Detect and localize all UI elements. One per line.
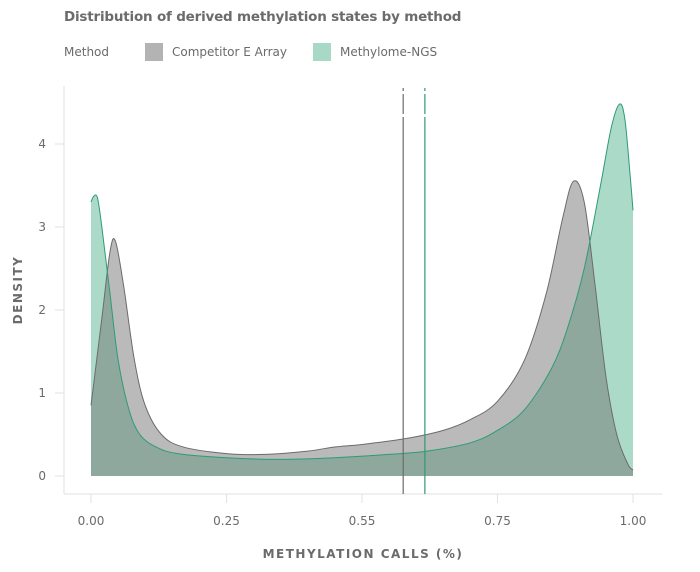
legend-label: Methylome-NGS — [339, 45, 438, 59]
area-competitor-e-array — [91, 180, 633, 476]
area-overlap — [91, 180, 633, 476]
legend-item-competitor-e-array[interactable]: Competitor E Array — [145, 43, 287, 61]
outline-methylome-ngs — [90, 103, 634, 460]
x-tick-label: 1.00 — [620, 514, 647, 528]
x-tick-label: 0.75 — [484, 514, 511, 528]
legend-label: Competitor E Array — [172, 45, 287, 59]
x-tick-label: 0.25 — [213, 514, 240, 528]
y-axis-title: DENSITY — [11, 256, 25, 325]
density-areas — [90, 103, 634, 476]
y-tick-label: 0 — [38, 469, 46, 483]
x-tick-label: 0.00 — [78, 514, 105, 528]
legend-swatch-gray — [145, 43, 164, 61]
x-tick-label: 0.55 — [349, 514, 376, 528]
outline-competitor-e-array — [90, 180, 634, 471]
chart-title: Distribution of derived methylation stat… — [64, 9, 462, 25]
axes — [63, 86, 662, 495]
legend-item-methylome-ngs[interactable]: Methylome-NGS — [312, 43, 438, 61]
x-ticks: 0.00 0.25 0.55 0.75 1.00 — [78, 494, 647, 528]
y-tick-label: 4 — [38, 137, 46, 151]
x-axis-title: METHYLATION CALLS (%) — [263, 547, 464, 561]
legend-swatch-green — [312, 43, 331, 61]
legend: Method Competitor E Array Methylome-NGS — [64, 43, 463, 61]
mean-lines — [402, 88, 426, 494]
legend-title: Method — [64, 45, 110, 59]
y-tick-label: 2 — [38, 303, 46, 317]
y-tick-label: 3 — [38, 220, 46, 234]
y-tick-label: 1 — [38, 386, 46, 400]
y-ticks: 0 1 2 3 4 — [38, 137, 64, 483]
